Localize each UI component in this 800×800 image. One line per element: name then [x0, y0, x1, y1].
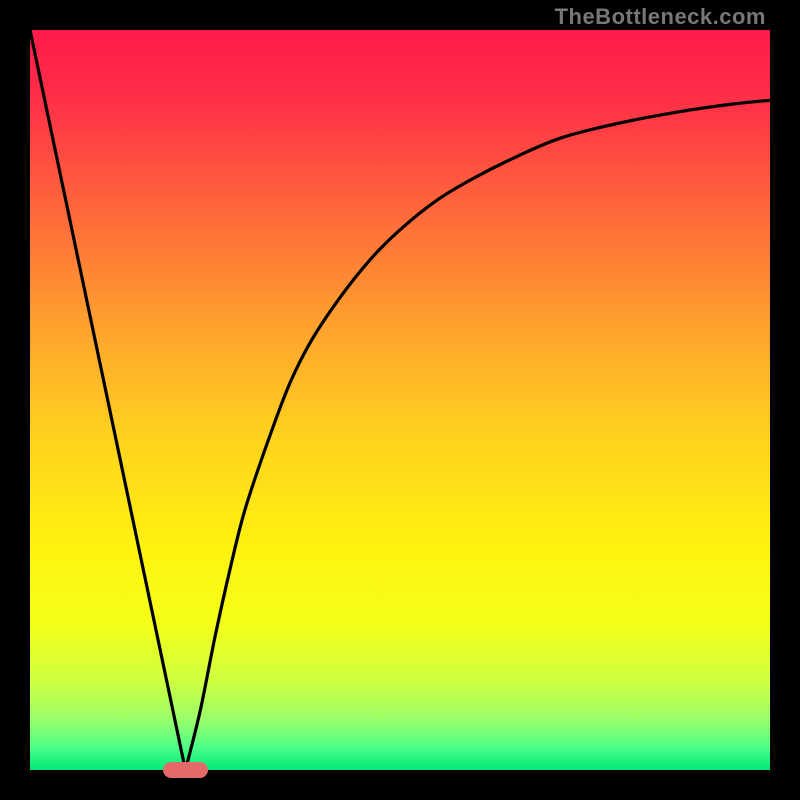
bottleneck-curve: [30, 30, 770, 770]
chart-frame: TheBottleneck.com: [0, 0, 800, 800]
plot-area: [30, 30, 770, 770]
optimal-marker: [163, 762, 207, 778]
watermark-text: TheBottleneck.com: [555, 4, 766, 30]
